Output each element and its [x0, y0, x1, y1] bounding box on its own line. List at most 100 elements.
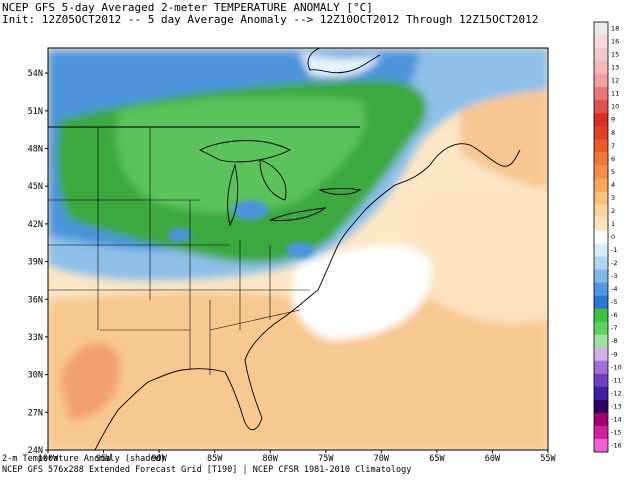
maritime-warm-region — [460, 90, 548, 190]
colorbar-swatch — [594, 22, 608, 36]
colorbar-swatch — [594, 204, 608, 218]
lat-label: 27N — [28, 408, 43, 418]
colorbar-label: -8 — [611, 337, 617, 345]
colorbar-label: 18 — [611, 25, 619, 33]
colorbar-swatch — [594, 399, 608, 414]
colorbar-label: -16 — [611, 441, 622, 449]
lat-label: 48N — [28, 145, 43, 155]
colorbar-label: 9 — [611, 116, 615, 124]
lake-superior — [198, 140, 292, 163]
lon-label: 85W — [207, 454, 223, 464]
colorbar-swatch — [594, 74, 608, 88]
lake-michigan — [227, 163, 239, 227]
colorbar-swatch — [594, 282, 608, 296]
lat-label: 54N — [28, 69, 43, 79]
warm-anomaly-region — [48, 285, 548, 450]
colorbar-swatch — [594, 87, 608, 101]
lon-label: 95W — [96, 454, 112, 464]
init-line: Init: 12Z05OCT2012 -- 5 day Average Anom… — [2, 13, 539, 26]
colorbar-label: -4 — [611, 285, 617, 293]
maritimes-coast — [429, 143, 521, 167]
lat-label: 36N — [28, 295, 43, 305]
lat-label: 45N — [28, 182, 43, 192]
colorbar-label: 2 — [611, 207, 615, 215]
colorbar-swatch — [594, 295, 608, 309]
colorbar-swatch — [594, 178, 608, 192]
state-lines — [48, 127, 310, 375]
colorbar-swatch — [594, 256, 608, 270]
lon-label: 70W — [374, 454, 390, 464]
colorbar-label: 1 — [611, 220, 615, 228]
lon-label: 60W — [485, 454, 501, 464]
axis-ticks — [45, 72, 549, 453]
colorbar: 181615131211109876543210-1-2-3-4-5-6-7-8… — [593, 21, 622, 453]
colorbar-label: 16 — [611, 38, 619, 46]
colorbar-label: -11 — [611, 376, 622, 384]
colorbar-swatch — [594, 347, 608, 362]
lat-label: 33N — [28, 333, 43, 343]
colorbar-swatch — [594, 308, 608, 322]
colorbar-label: 7 — [611, 142, 615, 150]
cold-core-light-green — [116, 97, 366, 214]
colorbar-swatch — [594, 152, 608, 166]
lake-erie — [269, 207, 327, 221]
lat-label: 24N — [28, 446, 43, 456]
colorbar-label: -2 — [611, 259, 617, 267]
colorbar-swatch — [594, 243, 608, 257]
map-title: NCEP GFS 5-day Averaged 2-meter TEMPERAT… — [2, 1, 373, 14]
colorbar-swatch — [594, 360, 608, 375]
colorbar-label: 5 — [611, 168, 615, 176]
colorbar-label: 11 — [611, 90, 619, 98]
lat-label: 30N — [28, 371, 43, 381]
lat-label: 42N — [28, 220, 43, 230]
colorbar-swatch — [594, 35, 608, 49]
colorbar-swatch — [594, 230, 608, 244]
hudson-bay-coast — [307, 48, 381, 74]
atlantic-warm-region — [420, 188, 548, 324]
colorbar-swatch — [594, 438, 608, 453]
map-panel — [48, 48, 548, 450]
colorbar-label: 3 — [611, 194, 615, 202]
colorbar-label: -14 — [611, 415, 622, 423]
colorbar-label: 12 — [611, 77, 619, 85]
colorbar-label: 4 — [611, 181, 615, 189]
coastlines-and-borders — [48, 48, 521, 450]
blue-patch — [232, 200, 268, 220]
lon-label: 65W — [429, 454, 445, 464]
colorbar-swatch — [594, 386, 608, 401]
colorbar-label: -9 — [611, 350, 617, 358]
colorbar-label: 15 — [611, 51, 619, 59]
east-coast — [94, 164, 431, 450]
small-blue-patches — [168, 200, 314, 258]
colorbar-label: 6 — [611, 155, 615, 163]
colorbar-label: -13 — [611, 402, 622, 410]
lat-label: 51N — [28, 107, 43, 117]
blue-patch — [168, 228, 192, 242]
colorbar-label: -1 — [611, 246, 617, 254]
colorbar-swatch — [594, 412, 608, 427]
colorbar-swatch — [594, 269, 608, 283]
colorbar-label: -15 — [611, 428, 622, 436]
colorbar-label: 13 — [611, 64, 619, 72]
lake-huron — [259, 159, 287, 201]
colorbar-label: -3 — [611, 272, 617, 280]
colorbar-swatch — [594, 425, 608, 440]
colorbar-label: -10 — [611, 363, 622, 371]
colorbar-swatch — [594, 217, 608, 231]
state-line — [209, 309, 301, 331]
colorbar-swatch — [594, 334, 608, 349]
lon-label: 100W — [38, 454, 59, 464]
lat-label: 39N — [28, 258, 43, 268]
colorbar-label: 0 — [611, 233, 615, 241]
colorbar-label: -5 — [611, 298, 617, 306]
colorbar-label: -6 — [611, 311, 617, 319]
colorbar-label: 10 — [611, 103, 619, 111]
blue-patch — [286, 242, 314, 258]
colorbar-swatch — [594, 48, 608, 62]
colorbar-label: -7 — [611, 324, 617, 332]
colorbar-frame — [593, 21, 609, 453]
colorbar-label: 8 — [611, 129, 615, 137]
colorbar-swatch — [594, 373, 608, 388]
